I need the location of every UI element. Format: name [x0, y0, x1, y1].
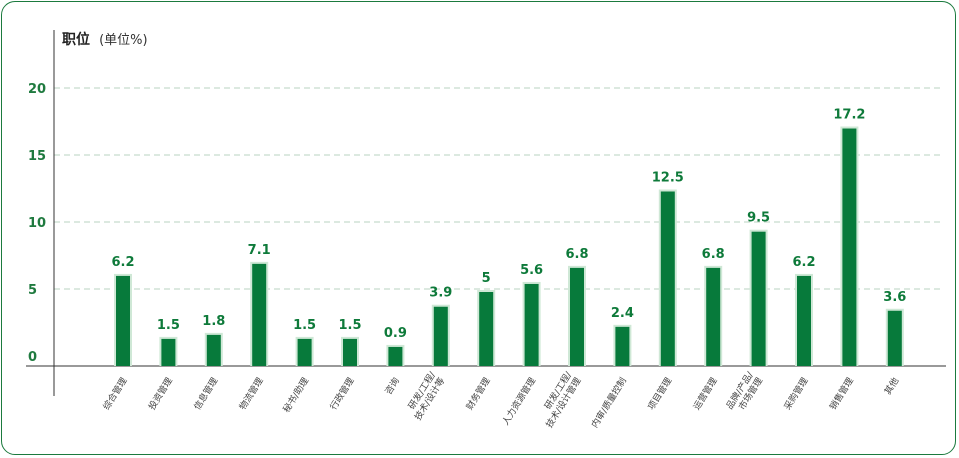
bar — [343, 338, 357, 366]
x-tick-label: 人力资源管理 — [499, 375, 538, 427]
x-tick-label: 项目管理 — [645, 375, 674, 412]
x-tick-label: 行政管理 — [327, 375, 356, 412]
bar-value-label: 0.9 — [384, 326, 407, 341]
x-tick-label: 其他 — [882, 375, 902, 397]
x-tick-label: 研发/工程/技术/设计等 — [406, 369, 448, 423]
x-tick-label-line: 咨询 — [382, 375, 402, 397]
bar — [570, 267, 584, 366]
chart-unit-text: (单位%) — [99, 33, 148, 48]
bar — [887, 310, 902, 366]
bar — [660, 191, 675, 366]
bar-value-label: 6.8 — [565, 247, 588, 262]
bar — [751, 231, 766, 366]
x-tick-label: 咨询 — [382, 375, 402, 397]
bar — [206, 334, 221, 366]
x-tick-label-line: 投资管理 — [146, 375, 175, 412]
bar-value-label: 5 — [482, 271, 491, 286]
bar-value-label: 6.8 — [702, 247, 725, 262]
x-tick-label: 销售管理 — [827, 375, 856, 412]
bar-value-label: 1.5 — [338, 318, 361, 333]
bar — [388, 346, 403, 366]
bar — [615, 326, 630, 366]
x-tick-label: 内审/质量控制 — [589, 375, 629, 430]
y-tick-label: 0 — [28, 350, 37, 365]
bar — [161, 338, 176, 366]
chart-title-text: 职位 — [62, 31, 90, 48]
x-tick-label: 财务管理 — [463, 375, 492, 412]
bar — [706, 267, 721, 366]
x-tick-label-line: 财务管理 — [463, 375, 492, 412]
x-tick-label-line: 物流管理 — [236, 375, 265, 412]
x-tick-label: 信息管理 — [191, 375, 220, 412]
y-tick-label: 5 — [28, 283, 37, 298]
x-tick-label-line: 综合管理 — [100, 375, 129, 412]
x-tick-label: 物流管理 — [236, 375, 265, 412]
y-tick-label: 15 — [28, 149, 46, 164]
x-tick-label-line: 秘书/助理 — [280, 375, 311, 414]
bar — [524, 283, 539, 366]
x-tick-label-line: 运营管理 — [690, 375, 719, 412]
x-tick-label-line: 内审/质量控制 — [589, 375, 629, 430]
x-tick-label: 投资管理 — [146, 375, 175, 412]
bar-value-label: 12.5 — [652, 171, 684, 186]
x-tick-label-line: 销售管理 — [827, 375, 856, 412]
bar — [252, 263, 267, 366]
x-tick-label: 综合管理 — [100, 375, 129, 412]
x-tick-label: 秘书/助理 — [280, 375, 311, 414]
bar-value-label: 2.4 — [611, 306, 634, 321]
bar-value-label: 6.2 — [111, 255, 134, 270]
x-tick-label: 运营管理 — [690, 375, 719, 412]
x-tick-label-line: 其他 — [882, 375, 902, 397]
bar-value-label: 17.2 — [833, 108, 865, 123]
x-tick-label-line: 人力资源管理 — [499, 375, 538, 427]
y-tick-label: 10 — [28, 216, 46, 231]
bar-value-label: 1.5 — [293, 318, 316, 333]
x-tick-label: 采购管理 — [781, 375, 810, 412]
bar — [797, 275, 811, 366]
bar-value-label: 3.9 — [429, 286, 452, 301]
bar-value-label: 7.1 — [248, 243, 271, 258]
bar — [433, 306, 448, 366]
bar — [297, 338, 312, 366]
x-tick-label-line: 项目管理 — [645, 375, 674, 412]
chart-title: 职位 (单位%) — [62, 29, 148, 48]
bar — [479, 292, 494, 366]
bar-value-label: 9.5 — [747, 211, 770, 226]
bar — [842, 128, 857, 366]
x-tick-label: 研发/工程/技术/设计管理 — [542, 369, 584, 430]
bar-value-label: 3.6 — [883, 290, 906, 305]
bar-value-label: 5.6 — [520, 263, 543, 278]
bar-value-label: 6.2 — [792, 255, 815, 270]
x-tick-label: 品牌/产品/市场管理 — [723, 369, 765, 413]
y-tick-label: 20 — [28, 82, 46, 97]
x-tick-label-line: 采购管理 — [781, 375, 810, 412]
bar-value-label: 1.8 — [202, 314, 225, 329]
bar — [116, 275, 130, 366]
x-tick-label-line: 行政管理 — [327, 375, 356, 412]
x-tick-label-line: 信息管理 — [191, 375, 220, 412]
bar-value-label: 1.5 — [157, 318, 180, 333]
